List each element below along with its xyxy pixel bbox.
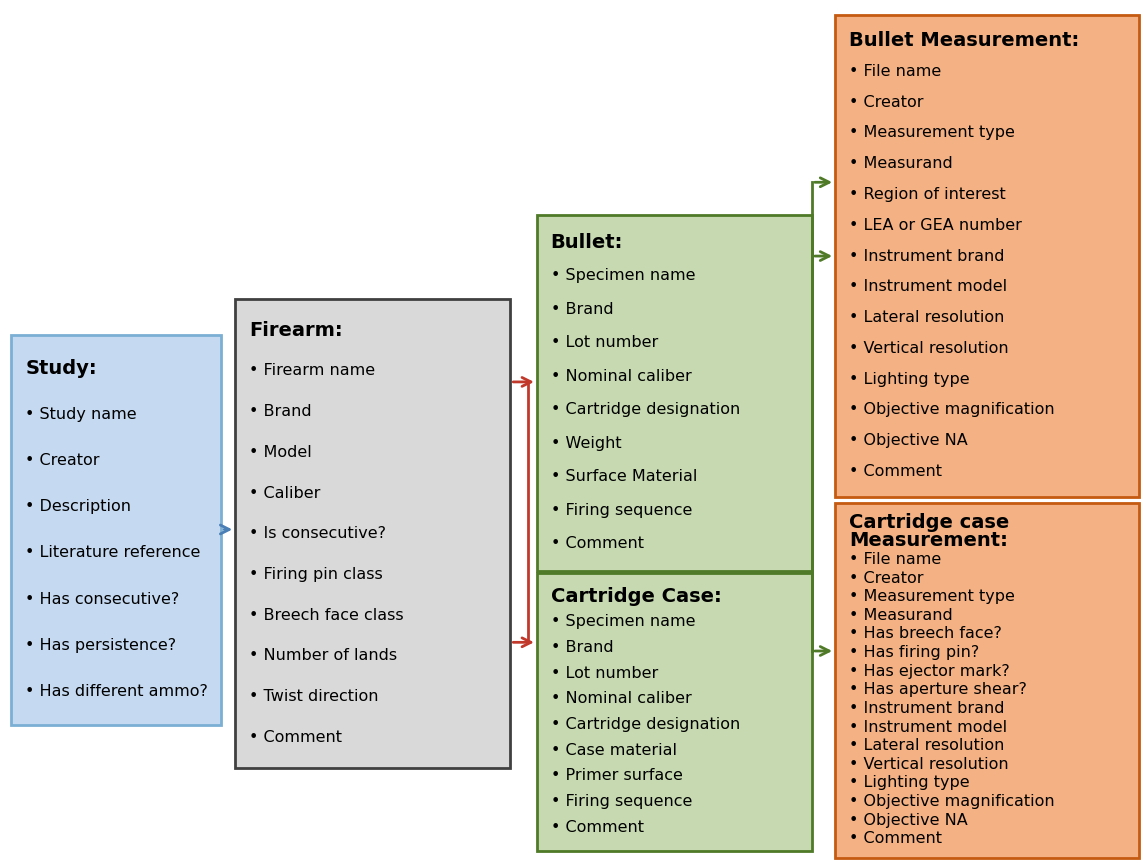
Text: • File name: • File name: [849, 552, 941, 567]
Text: • Measurand: • Measurand: [849, 608, 952, 623]
Text: • Brand: • Brand: [249, 404, 312, 419]
Text: • Comment: • Comment: [849, 464, 942, 479]
Text: • Primer surface: • Primer surface: [551, 768, 682, 784]
Text: • Cartridge designation: • Cartridge designation: [551, 717, 740, 732]
Text: • Has aperture shear?: • Has aperture shear?: [849, 682, 1027, 697]
Text: • File name: • File name: [849, 64, 941, 79]
Text: • Caliber: • Caliber: [249, 485, 320, 501]
Text: • Lot number: • Lot number: [551, 335, 658, 351]
Text: • Comment: • Comment: [849, 832, 942, 846]
Text: • Has ejector mark?: • Has ejector mark?: [849, 664, 1009, 679]
Text: • Specimen name: • Specimen name: [551, 268, 695, 284]
Text: Firearm:: Firearm:: [249, 321, 343, 339]
Text: • Measurement type: • Measurement type: [849, 589, 1015, 604]
FancyBboxPatch shape: [835, 503, 1139, 858]
FancyBboxPatch shape: [537, 573, 812, 851]
Text: • Measurement type: • Measurement type: [849, 125, 1015, 141]
FancyBboxPatch shape: [537, 215, 812, 571]
FancyBboxPatch shape: [235, 299, 510, 768]
Text: • Firing pin class: • Firing pin class: [249, 567, 383, 582]
Text: • Firing sequence: • Firing sequence: [551, 794, 692, 809]
Text: • Objective magnification: • Objective magnification: [849, 794, 1054, 809]
Text: • Case material: • Case material: [551, 743, 677, 758]
Text: • Lateral resolution: • Lateral resolution: [849, 738, 1004, 753]
Text: Cartridge Case:: Cartridge Case:: [551, 587, 721, 606]
Text: • Creator: • Creator: [25, 453, 100, 468]
Text: • Measurand: • Measurand: [849, 156, 952, 171]
Text: • Number of lands: • Number of lands: [249, 648, 397, 663]
Text: • Objective magnification: • Objective magnification: [849, 403, 1054, 418]
Text: • Surface Material: • Surface Material: [551, 470, 697, 484]
Text: • Has firing pin?: • Has firing pin?: [849, 645, 980, 660]
Text: • Firing sequence: • Firing sequence: [551, 503, 692, 518]
Text: • Has different ammo?: • Has different ammo?: [25, 684, 208, 699]
Text: • Model: • Model: [249, 445, 312, 460]
Text: • Nominal caliber: • Nominal caliber: [551, 692, 692, 707]
Text: • Vertical resolution: • Vertical resolution: [849, 757, 1008, 772]
Text: • Region of interest: • Region of interest: [849, 187, 1006, 202]
Text: • Brand: • Brand: [551, 302, 614, 317]
Text: • Description: • Description: [25, 499, 131, 515]
Text: • Objective NA: • Objective NA: [849, 433, 968, 448]
Text: • Has consecutive?: • Has consecutive?: [25, 592, 179, 607]
FancyBboxPatch shape: [835, 15, 1139, 497]
FancyBboxPatch shape: [11, 335, 221, 725]
Text: • Comment: • Comment: [551, 536, 643, 551]
Text: • Specimen name: • Specimen name: [551, 615, 695, 629]
Text: • Firearm name: • Firearm name: [249, 364, 375, 378]
Text: Study:: Study:: [25, 359, 96, 378]
Text: • Nominal caliber: • Nominal caliber: [551, 369, 692, 384]
Text: • Lateral resolution: • Lateral resolution: [849, 310, 1004, 326]
Text: • Vertical resolution: • Vertical resolution: [849, 341, 1008, 356]
Text: • Lighting type: • Lighting type: [849, 775, 969, 791]
Text: Measurement:: Measurement:: [849, 531, 1008, 550]
Text: • Instrument brand: • Instrument brand: [849, 248, 1005, 264]
Text: Bullet:: Bullet:: [551, 233, 623, 252]
Text: • Is consecutive?: • Is consecutive?: [249, 526, 385, 542]
Text: • Breech face class: • Breech face class: [249, 608, 404, 622]
Text: • Lighting type: • Lighting type: [849, 372, 969, 387]
Text: • Cartridge designation: • Cartridge designation: [551, 403, 740, 418]
Text: • Comment: • Comment: [249, 730, 342, 745]
Text: • LEA or GEA number: • LEA or GEA number: [849, 218, 1022, 233]
Text: • Comment: • Comment: [551, 820, 643, 835]
Text: • Literature reference: • Literature reference: [25, 545, 201, 561]
Text: • Creator: • Creator: [849, 570, 923, 586]
Text: • Has persistence?: • Has persistence?: [25, 638, 177, 653]
Text: • Has breech face?: • Has breech face?: [849, 627, 1001, 641]
Text: • Brand: • Brand: [551, 640, 614, 655]
Text: Cartridge case: Cartridge case: [849, 513, 1009, 532]
Text: • Twist direction: • Twist direction: [249, 689, 379, 704]
Text: • Instrument model: • Instrument model: [849, 720, 1007, 734]
Text: • Objective NA: • Objective NA: [849, 812, 968, 827]
Text: Bullet Measurement:: Bullet Measurement:: [849, 31, 1079, 50]
Text: • Study name: • Study name: [25, 407, 136, 422]
Text: • Lot number: • Lot number: [551, 666, 658, 681]
Text: • Instrument model: • Instrument model: [849, 279, 1007, 294]
Text: • Creator: • Creator: [849, 95, 923, 109]
Text: • Instrument brand: • Instrument brand: [849, 701, 1005, 716]
Text: • Weight: • Weight: [551, 436, 622, 451]
